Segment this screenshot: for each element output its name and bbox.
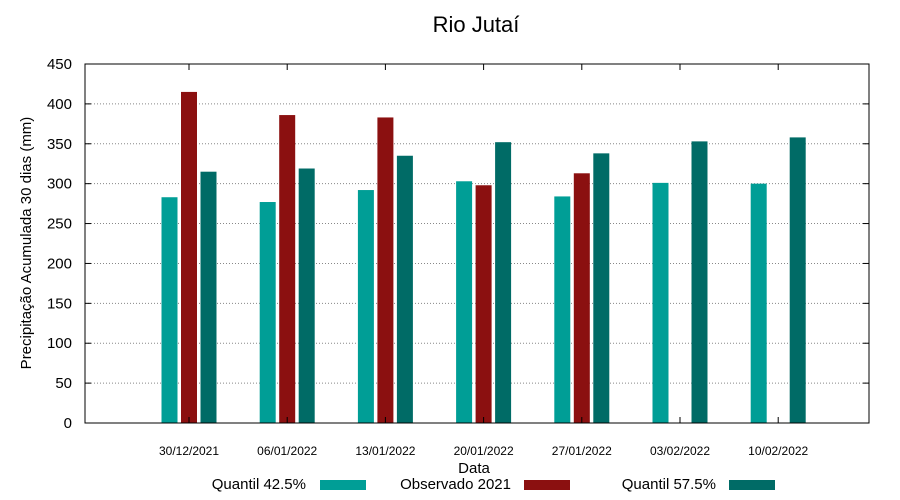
x-tick-label: 03/02/2022 (650, 444, 710, 458)
x-axis: 30/12/2021 06/01/2022 13/01/2022 20/01/2022… (159, 64, 809, 458)
y-tick-label: 50 (55, 375, 72, 392)
plot-frame (84, 63, 870, 424)
chart-title: Rio Jutaí (433, 12, 520, 37)
bar (357, 190, 374, 423)
y-tick-label: 0 (64, 415, 72, 432)
legend-label: Quantil 57.5% (622, 476, 716, 493)
bar (475, 185, 492, 423)
y-tick-label: 300 (47, 176, 72, 193)
bar (573, 173, 590, 423)
bar (298, 168, 315, 423)
bar (259, 202, 276, 423)
bar (652, 182, 669, 423)
y-tick-label: 200 (47, 255, 72, 272)
y-tick-label: 350 (47, 136, 72, 153)
y-axis: 0 50 100 150 200 250 300 350 400 450 (47, 56, 869, 432)
legend-swatch (320, 480, 366, 490)
x-tick-label: 20/01/2022 (454, 444, 514, 458)
y-tick-label: 100 (47, 335, 72, 352)
y-axis-label: Precipitação Acumulada 30 dias (mm) (18, 117, 35, 370)
legend-label: Quantil 42.5% (212, 476, 306, 493)
y-tick-label: 250 (47, 216, 72, 233)
legend-swatch (729, 480, 775, 490)
x-tick-label: 06/01/2022 (257, 444, 317, 458)
bar (161, 197, 178, 423)
bar (593, 153, 610, 423)
y-tick-label: 150 (47, 295, 72, 312)
x-tick-label: 13/01/2022 (355, 444, 415, 458)
bar (691, 141, 708, 423)
y-tick-label: 450 (47, 56, 72, 73)
x-axis-label: Data (458, 460, 490, 477)
x-tick-label: 30/12/2021 (159, 444, 219, 458)
bar (456, 181, 473, 423)
bar (554, 196, 571, 423)
bar (750, 183, 767, 423)
x-tick-label: 10/02/2022 (748, 444, 808, 458)
bar (377, 117, 394, 423)
bars (161, 91, 806, 424)
bar (200, 171, 217, 423)
legend: Quantil 42.5% Observado 2021 Quantil 57.5% (212, 476, 775, 493)
y-tick-label: 400 (47, 96, 72, 113)
bar (396, 155, 413, 423)
bar (279, 115, 296, 424)
bar (789, 137, 806, 423)
x-tick-label: 27/01/2022 (552, 444, 612, 458)
bar (495, 142, 512, 423)
legend-label: Observado 2021 (400, 476, 511, 493)
legend-swatch (524, 480, 570, 490)
bar (181, 91, 197, 423)
